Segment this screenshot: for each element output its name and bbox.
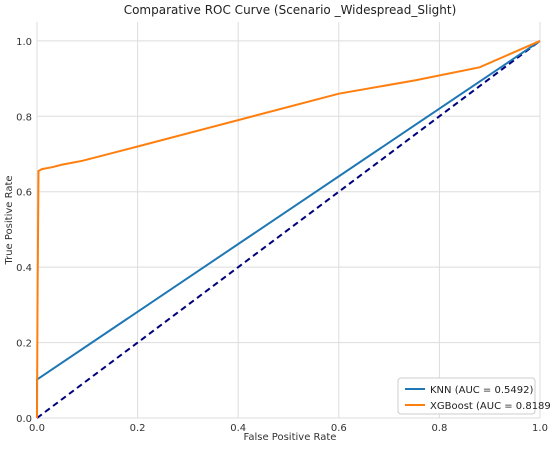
y-tick-label: 0.6 [16,188,32,199]
y-tick-label: 0.8 [16,112,32,123]
legend-box [397,377,536,415]
x-axis-label: False Positive Rate [244,432,337,443]
legend-entry-xgboost: XGBoost (AUC = 0.8189) [430,401,550,412]
x-tick-label: 0.6 [331,423,347,434]
tick-labels: 0.0 0.2 0.4 0.6 0.8 1.0 0.0 0.2 0.4 0.6 0.8 1.0 [16,37,548,434]
x-tick-label: 0.2 [130,423,146,434]
y-tick-label: 0.0 [16,414,32,425]
chance-reference-line [36,40,541,419]
series-line-xgboost [36,39,541,419]
y-axis-label: True Positive Rate [4,175,15,265]
chart-title: Comparative ROC Curve (Scenario _Widespr… [124,3,457,17]
plot-area [37,22,540,418]
x-tick-label: 1.0 [532,423,548,434]
x-tick-label: 0.4 [230,423,246,434]
x-tick-label: 0.0 [29,423,45,434]
y-tick-label: 0.4 [16,263,32,274]
y-tick-label: 0.2 [16,339,32,350]
series-layer [36,39,541,419]
y-tick-label: 1.0 [16,37,32,48]
legend: KNN (AUC = 0.5492) XGBoost (AUC = 0.8189… [397,377,550,415]
grid [36,22,541,419]
legend-entry-knn: KNN (AUC = 0.5492) [430,385,533,396]
x-tick-label: 0.8 [431,423,447,434]
